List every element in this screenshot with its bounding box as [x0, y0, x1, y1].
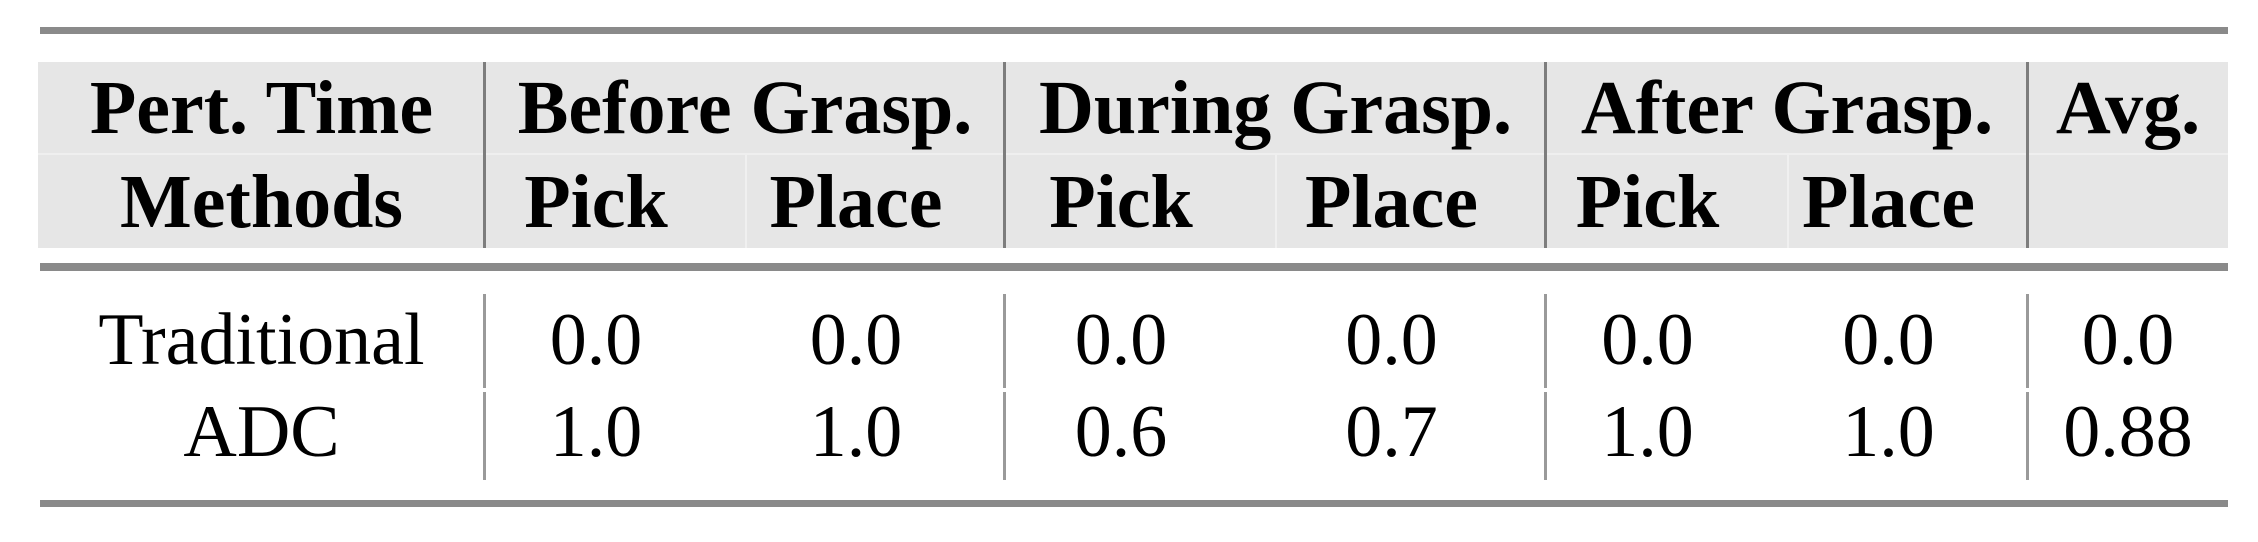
column-divider: [1544, 294, 1547, 388]
header-after-pick: Pick: [1575, 159, 1720, 244]
column-divider: [1003, 62, 1006, 248]
header-group-after-grasp: After Grasp.: [1580, 65, 1994, 150]
column-divider: [483, 392, 486, 480]
value-cell-during-place: 0.0: [1345, 299, 1438, 381]
value-cell-before-pick: 1.0: [549, 391, 643, 473]
header-group-before-grasp: Before Grasp.: [517, 65, 973, 150]
column-divider: [2026, 62, 2029, 248]
value-cell-after-pick: 1.0: [1601, 391, 1694, 473]
header-before-pick: Pick: [524, 159, 668, 244]
table-header-background: [38, 62, 2228, 248]
value-cell-avg: 0.88: [2063, 391, 2193, 473]
value-cell-before-place: 0.0: [809, 299, 903, 381]
value-cell-during-place: 0.7: [1345, 391, 1438, 473]
header-avg-spacer: [2028, 155, 2228, 248]
column-divider: [1544, 392, 1547, 480]
value-cell-during-pick: 0.0: [1074, 299, 1168, 381]
column-divider: [1544, 62, 1547, 248]
table-row-traditional: Traditional 0.0 0.0 0.0 0.0 0.0 0.0 0.0: [38, 294, 2228, 386]
method-cell: Traditional: [98, 299, 425, 381]
value-cell-during-pick: 0.6: [1074, 391, 1168, 473]
header-methods: Methods: [120, 159, 403, 244]
table-bottom-rule: [40, 500, 2228, 507]
value-cell-before-place: 1.0: [809, 391, 903, 473]
header-row-groups: Pert. Time Before Grasp. During Grasp. A…: [38, 62, 2228, 155]
header-after-place: Place: [1787, 155, 2028, 248]
column-divider: [1003, 392, 1006, 480]
column-divider: [1003, 294, 1006, 388]
method-cell: ADC: [183, 391, 340, 473]
column-divider: [2026, 392, 2029, 480]
header-pert-time: Pert. Time: [89, 65, 434, 150]
header-group-during-grasp: During Grasp.: [1039, 65, 1512, 150]
header-row-subcolumns: Methods Pick Place Pick Place Pick Place: [38, 155, 2228, 248]
header-during-place: Place: [1275, 155, 1546, 248]
value-cell-after-place: 1.0: [1842, 391, 1935, 473]
value-cell-after-pick: 0.0: [1601, 299, 1694, 381]
table-top-rule: [40, 27, 2228, 34]
table-row-adc: ADC 1.0 1.0 0.6 0.7 1.0 1.0 0.88: [38, 386, 2228, 478]
table-header-rule: [40, 263, 2228, 271]
column-divider: [483, 62, 486, 248]
value-cell-avg: 0.0: [2081, 299, 2175, 381]
header-before-place: Place: [745, 155, 1005, 248]
column-divider: [483, 294, 486, 388]
header-during-pick: Pick: [1049, 159, 1193, 244]
value-cell-after-place: 0.0: [1842, 299, 1935, 381]
header-avg: Avg.: [2055, 65, 2201, 150]
column-divider: [2026, 294, 2029, 388]
value-cell-before-pick: 0.0: [549, 299, 643, 381]
